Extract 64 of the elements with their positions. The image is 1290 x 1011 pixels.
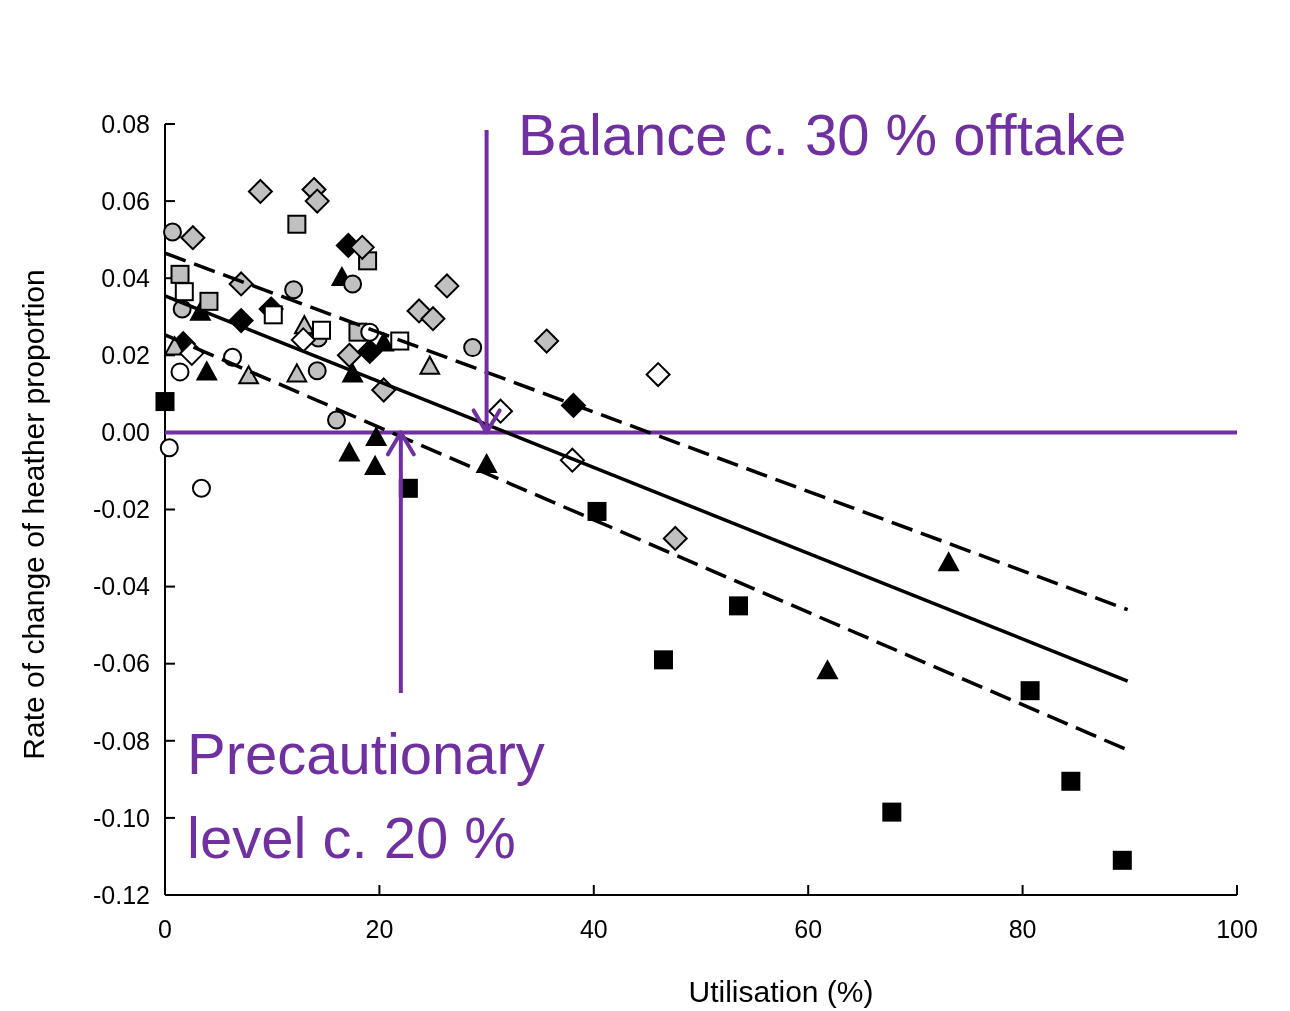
x-tick-label: 80 — [1008, 915, 1037, 943]
point — [284, 280, 304, 300]
point — [534, 328, 560, 354]
point — [287, 214, 307, 234]
point — [817, 660, 838, 680]
point — [238, 365, 259, 385]
point — [476, 453, 497, 473]
y-tick-label: -0.08 — [93, 726, 150, 755]
point — [170, 264, 190, 284]
point — [339, 442, 360, 462]
point — [159, 438, 179, 458]
point — [1061, 771, 1081, 791]
x-tick-label: 100 — [1216, 915, 1258, 943]
point — [336, 342, 362, 368]
y-tick-label: -0.12 — [93, 880, 150, 909]
point — [1020, 681, 1040, 701]
point — [882, 802, 902, 822]
y-tick-label: 0.06 — [101, 186, 150, 215]
x-tick-label: 0 — [158, 915, 172, 943]
point — [155, 392, 175, 412]
point — [645, 362, 671, 388]
point — [304, 188, 330, 214]
point — [286, 363, 308, 383]
point — [349, 234, 375, 260]
point — [247, 178, 273, 204]
point — [327, 410, 347, 430]
y-axis-title: Rate of change of heather proportion — [17, 269, 50, 760]
point — [729, 596, 749, 616]
point — [179, 340, 205, 366]
point — [312, 320, 332, 340]
x-tick-label: 20 — [365, 915, 394, 943]
point — [419, 355, 441, 375]
point — [290, 327, 316, 353]
point — [1112, 850, 1132, 870]
point — [463, 338, 483, 358]
x-tick-label: 40 — [579, 915, 608, 943]
y-tick-label: 0.02 — [101, 341, 150, 370]
point — [199, 291, 219, 311]
y-tick-label: -0.06 — [93, 649, 150, 678]
point — [434, 273, 460, 299]
y-tick-label: -0.10 — [93, 803, 150, 832]
y-tick-label: -0.02 — [93, 495, 150, 524]
annotation: Balance c. 30 % offtake — [518, 102, 1127, 167]
point — [587, 501, 607, 521]
point — [196, 361, 218, 381]
point — [307, 361, 327, 381]
point — [662, 525, 688, 551]
point — [357, 338, 383, 364]
x-axis-title: Utilisation (%) — [688, 975, 874, 1008]
y-tick-label: 0.08 — [101, 109, 150, 138]
point — [263, 305, 283, 325]
point — [364, 455, 386, 475]
point — [343, 274, 363, 294]
point — [938, 552, 959, 572]
point — [653, 650, 673, 670]
y-tick-label: -0.04 — [93, 572, 151, 601]
point — [163, 222, 182, 242]
y-tick-label: 0.00 — [101, 418, 150, 447]
point — [180, 225, 206, 251]
point — [365, 426, 387, 446]
point — [420, 306, 446, 332]
annotation: Precautionary level c. 20 % — [187, 721, 545, 870]
x-tick-label: 60 — [794, 915, 823, 943]
y-tick-label: 0.04 — [101, 263, 151, 292]
